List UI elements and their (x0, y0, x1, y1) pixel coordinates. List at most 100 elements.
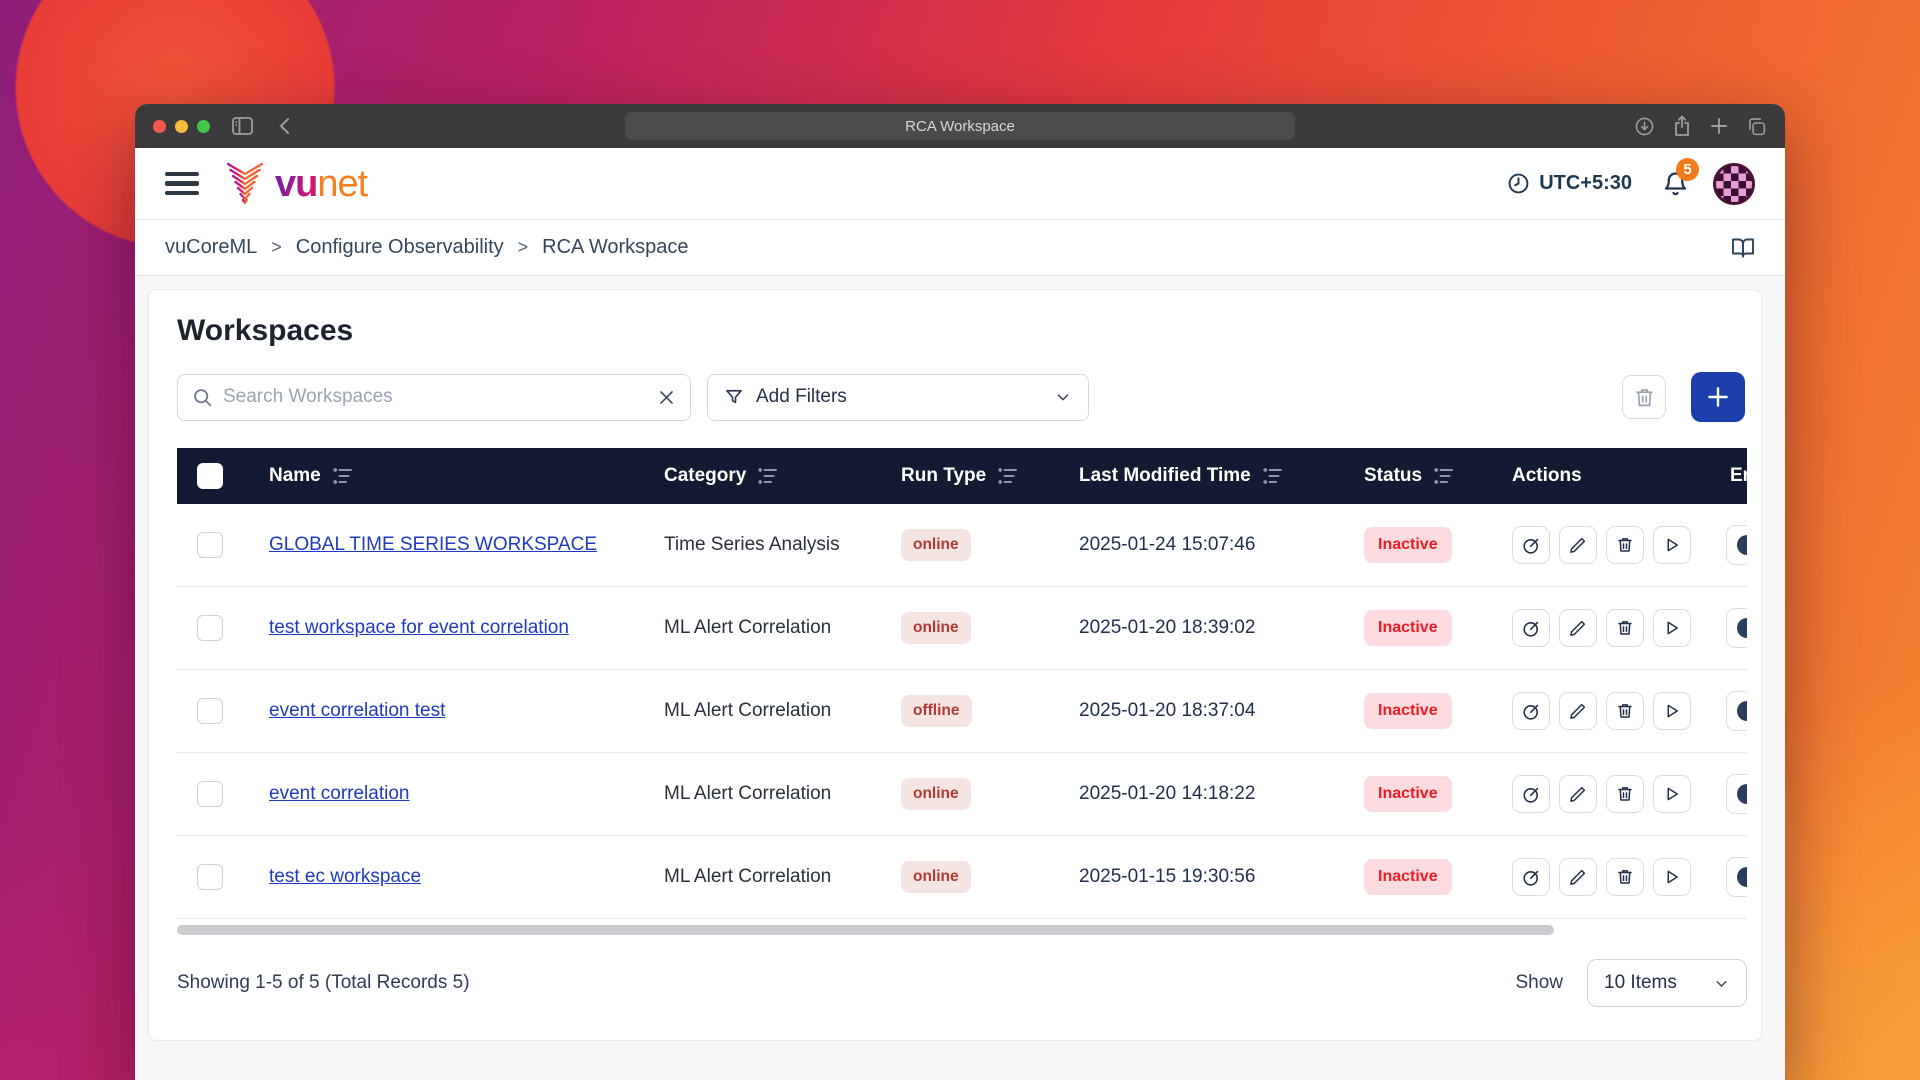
edit-pencil-button[interactable] (1559, 775, 1597, 813)
workspace-name-link[interactable]: event correlation test (269, 700, 446, 721)
run-type-badge: online (901, 778, 971, 810)
breadcrumb: vuCoreML > Configure Observability > RCA… (135, 220, 1785, 276)
select-all-checkbox[interactable] (197, 463, 223, 489)
back-icon[interactable] (279, 117, 290, 135)
tab-title: RCA Workspace (905, 117, 1015, 135)
delete-trash-button[interactable] (1606, 609, 1644, 647)
table-row: event correlation test ML Alert Correlat… (177, 670, 1747, 753)
run-type-badge: online (901, 861, 971, 893)
search-input[interactable] (223, 386, 647, 408)
share-icon[interactable] (1672, 115, 1692, 137)
minimize-window-button[interactable] (175, 119, 188, 133)
avatar[interactable] (1713, 162, 1755, 205)
breadcrumb-item-vucoreml[interactable]: vuCoreML (165, 236, 258, 258)
address-bar[interactable]: RCA Workspace (625, 112, 1295, 140)
vunet-logo[interactable]: vunet (225, 161, 368, 207)
run-type-badge: online (901, 612, 971, 644)
run-type-badge: online (901, 529, 971, 561)
run-play-button[interactable] (1653, 609, 1691, 647)
enabled-toggle[interactable] (1726, 608, 1747, 648)
zoom-window-button[interactable] (197, 119, 210, 133)
column-filter-icon[interactable] (758, 467, 778, 485)
timezone-label: UTC+5:30 (1539, 172, 1632, 194)
last-modified-cell: 2025-01-20 14:18:22 (1079, 783, 1256, 804)
edit-pencil-button[interactable] (1559, 526, 1597, 564)
row-checkbox[interactable] (197, 615, 223, 641)
clear-search-icon[interactable] (657, 388, 676, 407)
table-row: test workspace for event correlation ML … (177, 587, 1747, 670)
add-filters-dropdown[interactable]: Add Filters (707, 373, 1089, 421)
column-filter-icon[interactable] (333, 467, 353, 485)
breadcrumb-item-rca-workspace[interactable]: RCA Workspace (542, 236, 689, 258)
browser-titlebar: RCA Workspace (135, 104, 1785, 148)
sidebar-toggle-icon[interactable] (232, 117, 253, 135)
run-play-button[interactable] (1653, 858, 1691, 896)
delete-trash-button[interactable] (1606, 775, 1644, 813)
evaluate-gauge-button[interactable] (1512, 775, 1550, 813)
downloads-icon[interactable] (1634, 115, 1655, 137)
enabled-toggle[interactable] (1726, 774, 1747, 814)
row-checkbox[interactable] (197, 781, 223, 807)
enabled-toggle[interactable] (1726, 691, 1747, 731)
column-header-category: Category (664, 465, 747, 486)
table-row: GLOBAL TIME SERIES WORKSPACE Time Series… (177, 504, 1747, 587)
row-checkbox[interactable] (197, 864, 223, 890)
enabled-toggle[interactable] (1726, 525, 1747, 565)
run-play-button[interactable] (1653, 526, 1691, 564)
delete-trash-button[interactable] (1606, 526, 1644, 564)
row-checkbox[interactable] (197, 532, 223, 558)
browser-window: RCA Workspace (135, 104, 1785, 1080)
last-modified-cell: 2025-01-20 18:39:02 (1079, 617, 1256, 638)
add-workspace-button[interactable] (1691, 372, 1745, 422)
page-size-dropdown[interactable]: 10 Items (1587, 959, 1747, 1007)
row-checkbox[interactable] (197, 698, 223, 724)
delete-trash-button[interactable] (1606, 692, 1644, 730)
breadcrumb-item-configure-observability[interactable]: Configure Observability (295, 236, 504, 258)
column-filter-icon[interactable] (1263, 467, 1283, 485)
new-tab-icon[interactable] (1709, 115, 1729, 137)
status-badge: Inactive (1364, 610, 1452, 646)
horizontal-scrollbar[interactable] (177, 925, 1747, 935)
menu-icon[interactable] (165, 171, 199, 196)
workspace-name-link[interactable]: test workspace for event correlation (269, 617, 569, 638)
timezone-selector[interactable]: UTC+5:30 (1507, 172, 1632, 195)
edit-pencil-button[interactable] (1559, 858, 1597, 896)
category-cell: ML Alert Correlation (664, 866, 832, 887)
show-label: Show (1515, 972, 1563, 993)
evaluate-gauge-button[interactable] (1512, 858, 1550, 896)
evaluate-gauge-button[interactable] (1512, 609, 1550, 647)
documentation-book-icon[interactable] (1731, 237, 1755, 259)
edit-pencil-button[interactable] (1559, 692, 1597, 730)
column-filter-icon[interactable] (1434, 467, 1454, 485)
run-play-button[interactable] (1653, 775, 1691, 813)
close-window-button[interactable] (153, 119, 166, 133)
tab-overview-icon[interactable] (1746, 115, 1767, 137)
column-header-last-modified: Last Modified Time (1079, 465, 1251, 486)
vunet-wordmark: vunet (275, 162, 368, 205)
workspace-name-link[interactable]: test ec workspace (269, 866, 422, 887)
evaluate-gauge-button[interactable] (1512, 526, 1550, 564)
category-cell: ML Alert Correlation (664, 700, 832, 721)
search-workspaces-box (177, 373, 691, 421)
edit-pencil-button[interactable] (1559, 609, 1597, 647)
notification-badge: 5 (1676, 158, 1699, 181)
bulk-delete-button[interactable] (1622, 375, 1666, 419)
column-filter-icon[interactable] (998, 467, 1018, 485)
vunet-logo-mark (226, 162, 264, 204)
run-play-button[interactable] (1653, 692, 1691, 730)
enabled-toggle[interactable] (1726, 857, 1747, 897)
status-badge: Inactive (1364, 776, 1452, 812)
breadcrumb-separator: > (271, 237, 282, 257)
status-badge: Inactive (1364, 693, 1452, 729)
toolbar: Add Filters (177, 372, 1745, 422)
scrollbar-thumb[interactable] (177, 925, 1554, 935)
workspace-name-link[interactable]: event correlation (269, 783, 410, 804)
delete-trash-button[interactable] (1606, 858, 1644, 896)
workspace-name-link[interactable]: GLOBAL TIME SERIES WORKSPACE (269, 534, 598, 555)
chevron-down-icon (1713, 975, 1730, 992)
clock-icon (1507, 172, 1530, 195)
last-modified-cell: 2025-01-20 18:37:04 (1079, 700, 1256, 721)
notifications-button[interactable]: 5 (1662, 158, 1699, 198)
category-cell: Time Series Analysis (664, 534, 840, 555)
evaluate-gauge-button[interactable] (1512, 692, 1550, 730)
